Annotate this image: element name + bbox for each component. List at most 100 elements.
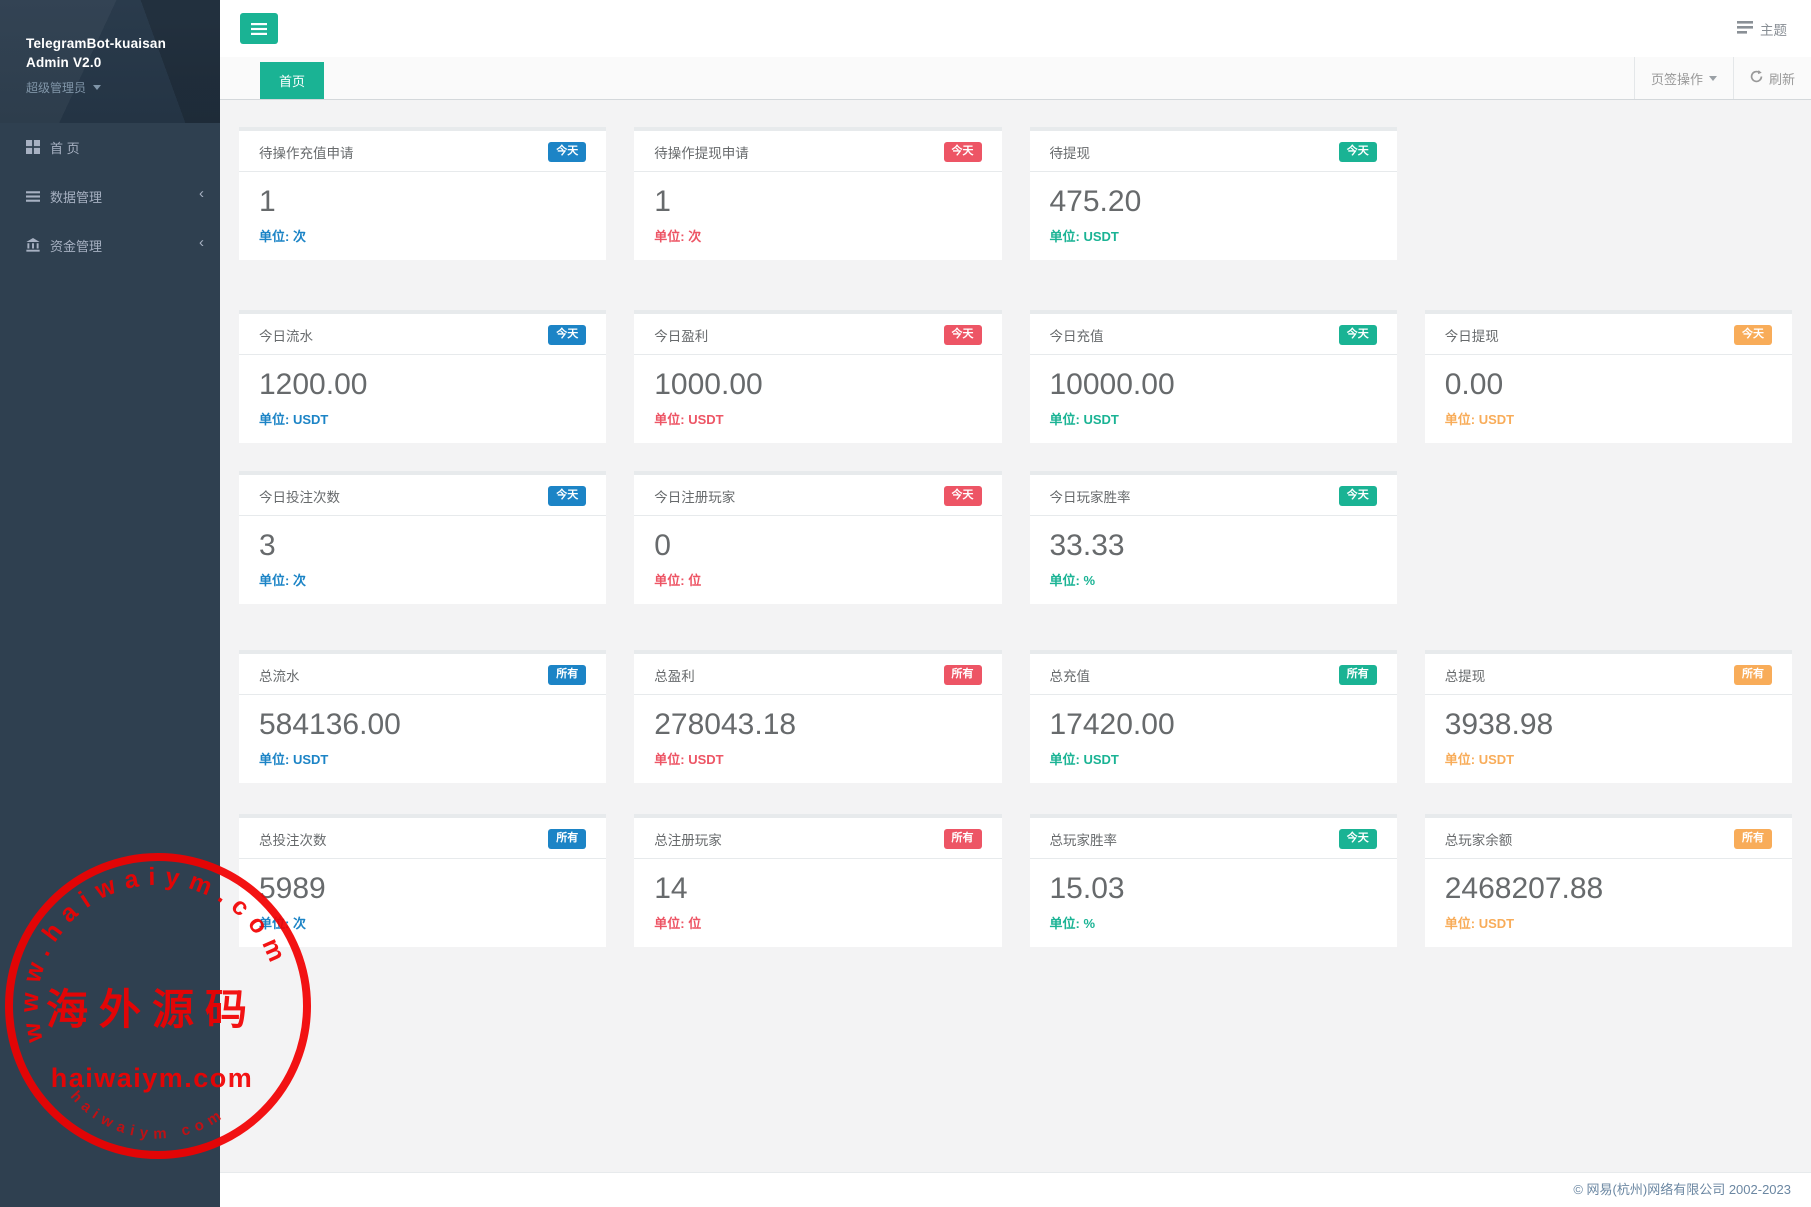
theme-label: 主题 (1760, 23, 1787, 38)
home-grid-icon (24, 140, 41, 157)
stat-card: 总盈利 所有 278043.18 单位: USDT (634, 650, 1002, 783)
user-role-label: 超级管理员 (26, 81, 87, 95)
stat-card-body: 2468207.88 单位: USDT (1425, 859, 1792, 932)
funds-icon (24, 238, 41, 255)
stat-card: 今日注册玩家 今天 0 单位: 位 (634, 471, 1002, 604)
stat-card-header: 总提现 所有 (1424, 654, 1792, 695)
sidebar-toggle-button[interactable] (240, 13, 278, 44)
stat-card-header: 今日投注次数 今天 (239, 475, 607, 516)
stats-grid: 待操作充值申请 今天 1 单位: 次 待操作提现申请 今天 1 单位: 次 待提… (220, 100, 1811, 947)
stat-card-header: 总投注次数 所有 (239, 818, 607, 859)
stat-card: 总注册玩家 所有 14 单位: 位 (634, 814, 1002, 947)
sidebar-item-data-management[interactable]: 数据管理 ‹ (0, 172, 220, 221)
chevron-down-icon (93, 85, 102, 90)
stat-card-header: 待提现 今天 (1029, 131, 1397, 172)
stat-value: 0.00 (1444, 368, 1504, 401)
stat-card-header: 今日提现 今天 (1424, 314, 1792, 355)
period-badge: 所有 (1734, 829, 1772, 849)
stat-unit: 单位: USDT (1444, 752, 1515, 767)
period-badge: 所有 (548, 829, 587, 849)
stat-card-header: 今日流水 今天 (239, 314, 607, 355)
stat-card-header: 总流水 所有 (239, 654, 607, 695)
stat-unit: 单位: USDT (1444, 916, 1515, 931)
sidebar-header: TelegramBot-kuaisan Admin V2.0 超级管理员 (0, 0, 220, 123)
tab-controls: 页签操作 刷新 (1633, 57, 1811, 99)
period-badge: 今天 (1338, 829, 1377, 849)
stat-value: 5989 (259, 872, 326, 905)
stat-card-title: 今日盈利 (654, 329, 709, 344)
stat-value: 33.33 (1049, 529, 1125, 562)
sidebar-item-home[interactable]: 首 页 (0, 123, 220, 172)
stat-card-body: 3 单位: 次 (239, 516, 606, 589)
stat-card: 总玩家胜率 今天 15.03 单位: % (1029, 814, 1397, 947)
stat-card-title: 总流水 (259, 669, 300, 684)
theme-icon (1737, 21, 1753, 37)
stat-card-header: 总充值 所有 (1029, 654, 1397, 695)
user-role-dropdown[interactable]: 超级管理员 (26, 79, 202, 96)
stats-row: 总投注次数 所有 5989 单位: 次 总注册玩家 所有 14 单位: 位 总玩… (239, 814, 1792, 947)
stat-unit: 单位: USDT (654, 752, 724, 767)
stat-value: 14 (654, 872, 688, 905)
stat-card: 待操作充值申请 今天 1 单位: 次 (239, 127, 607, 260)
chevron-left-icon: ‹ (199, 234, 204, 251)
sidebar: TelegramBot-kuaisan Admin V2.0 超级管理员 首 页… (0, 0, 220, 1207)
period-badge: 今天 (943, 142, 982, 162)
period-badge: 所有 (1338, 665, 1377, 685)
stat-card-title: 待操作充值申请 (259, 146, 354, 161)
refresh-button[interactable]: 刷新 (1732, 57, 1811, 99)
stat-card-title: 总投注次数 (259, 833, 327, 848)
stat-card-body: 475.20 单位: USDT (1030, 172, 1397, 245)
stat-value: 1 (654, 185, 671, 218)
stat-card: 总提现 所有 3938.98 单位: USDT (1424, 650, 1792, 783)
stat-card-header: 今日充值 今天 (1029, 314, 1397, 355)
stat-unit: 单位: % (1049, 573, 1096, 588)
stat-card-header: 总盈利 所有 (634, 654, 1002, 695)
stat-value: 17420.00 (1049, 708, 1175, 741)
stat-card-body: 1 单位: 次 (634, 172, 1001, 245)
theme-button[interactable]: 主题 (1737, 19, 1787, 39)
stat-value: 2468207.88 (1444, 872, 1604, 905)
stat-card-title: 今日提现 (1444, 329, 1499, 344)
period-badge: 今天 (943, 486, 982, 506)
stat-unit: 单位: USDT (1049, 752, 1119, 767)
stat-card-body: 33.33 单位: % (1030, 516, 1397, 589)
stat-value: 1200.00 (259, 368, 368, 401)
tab-home-label: 首页 (279, 74, 306, 89)
stat-card: 今日盈利 今天 1000.00 单位: USDT (634, 310, 1002, 443)
stat-card: 今日充值 今天 10000.00 单位: USDT (1029, 310, 1397, 443)
stat-value: 3 (259, 529, 276, 562)
stat-card-title: 总注册玩家 (654, 833, 722, 848)
period-badge: 今天 (548, 142, 587, 162)
tab-home[interactable]: 首页 (260, 62, 325, 99)
period-badge: 今天 (1338, 486, 1377, 506)
stats-row: 今日流水 今天 1200.00 单位: USDT 今日盈利 今天 1000.00… (239, 310, 1792, 443)
stats-row: 待操作充值申请 今天 1 单位: 次 待操作提现申请 今天 1 单位: 次 待提… (239, 127, 1792, 260)
chevron-down-icon (1708, 75, 1717, 81)
tab-operations-button[interactable]: 页签操作 (1633, 57, 1733, 99)
tab-bar: 首页 页签操作 刷新 (220, 57, 1811, 100)
stat-unit: 单位: USDT (259, 752, 329, 767)
refresh-icon (1750, 70, 1763, 86)
stat-card: 总玩家余额 所有 2468207.88 单位: USDT (1424, 814, 1792, 947)
sidebar-item-funds-management[interactable]: 资金管理 ‹ (0, 221, 220, 270)
sidebar-menu: 首 页 数据管理 ‹ 资金管理 ‹ (0, 123, 220, 270)
period-badge: 今天 (1338, 325, 1377, 345)
stat-card-header: 今日盈利 今天 (634, 314, 1002, 355)
stat-card-header: 总玩家胜率 今天 (1029, 818, 1397, 859)
stats-row: 今日投注次数 今天 3 单位: 次 今日注册玩家 今天 0 单位: 位 今日玩家… (239, 471, 1792, 604)
stat-card-header: 总玩家余额 所有 (1424, 818, 1792, 859)
stat-card-body: 278043.18 单位: USDT (634, 695, 1001, 768)
stat-unit: 单位: USDT (1049, 229, 1119, 244)
stat-card-body: 10000.00 单位: USDT (1030, 355, 1397, 428)
top-navbar: 主题 (220, 0, 1811, 57)
period-badge: 今天 (1734, 325, 1772, 345)
stat-card: 今日流水 今天 1200.00 单位: USDT (239, 310, 607, 443)
stat-card-body: 5989 单位: 次 (239, 859, 606, 932)
stat-card-body: 1000.00 单位: USDT (634, 355, 1001, 428)
stat-card-title: 今日投注次数 (259, 490, 340, 505)
sidebar-item-label: 数据管理 (50, 190, 103, 205)
stat-card-body: 3938.98 单位: USDT (1425, 695, 1792, 768)
stat-value: 0 (654, 529, 671, 562)
chevron-left-icon: ‹ (199, 185, 204, 202)
brand-line1: TelegramBot-kuaisan (26, 36, 167, 51)
